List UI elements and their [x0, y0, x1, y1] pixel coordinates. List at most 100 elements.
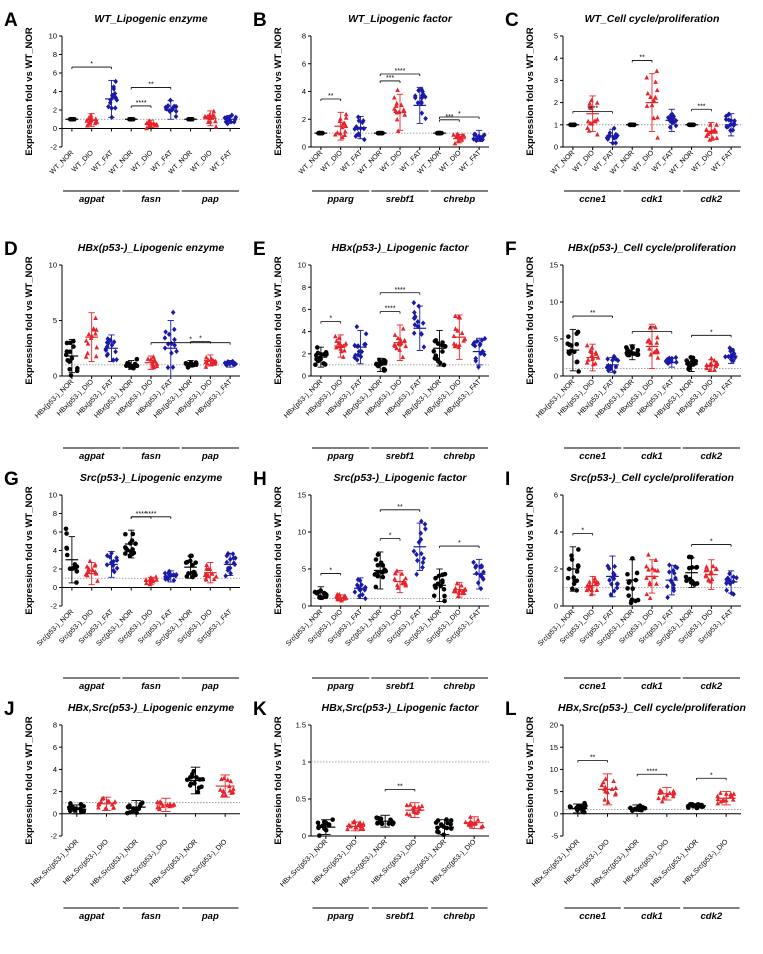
data-point [587, 579, 592, 584]
data-column-nor [184, 766, 205, 795]
data-column-dio [83, 312, 100, 363]
data-point [334, 344, 339, 350]
panel-label: B [253, 10, 267, 31]
y-tick-label: 20 [550, 721, 558, 730]
data-point [193, 362, 199, 368]
data-point [659, 798, 665, 804]
data-point [211, 576, 217, 582]
data-point [576, 547, 581, 552]
data-column-nor [124, 800, 146, 816]
data-point [64, 349, 70, 354]
data-point [473, 563, 479, 569]
data-point [111, 339, 117, 345]
data-point [423, 115, 428, 122]
data-point [342, 132, 348, 137]
data-point [625, 571, 630, 577]
data-point [113, 349, 118, 355]
data-point [332, 131, 338, 137]
data-point [651, 97, 657, 103]
data-point [359, 582, 364, 588]
data-point [402, 337, 407, 343]
x-tick-label: Src(p53-)_FAT [196, 608, 234, 646]
data-point [615, 357, 621, 364]
significance-bracket: *** [691, 103, 712, 112]
x-tick-label: Src(p53-)_FAT [78, 608, 116, 646]
data-column-fat [352, 324, 369, 365]
data-point [653, 324, 658, 330]
data-point [395, 585, 401, 590]
data-point [65, 358, 70, 363]
data-column-fat [162, 568, 179, 584]
data-point [684, 358, 689, 363]
data-point [710, 563, 716, 569]
data-point [191, 569, 197, 575]
y-tick-label: 0 [53, 124, 57, 133]
data-point [92, 569, 98, 574]
data-point [611, 588, 617, 594]
data-point [333, 333, 338, 339]
data-point [613, 140, 619, 146]
data-point [571, 575, 577, 580]
significance-bracket: ** [631, 54, 653, 63]
y-tick-label: 6 [53, 743, 57, 752]
data-point [174, 348, 179, 355]
data-column-fat [103, 334, 119, 363]
data-point [725, 124, 731, 130]
y-axis-title: Expression fold vs WT_NOR [24, 27, 35, 155]
data-point [475, 580, 481, 586]
data-point [420, 320, 426, 326]
data-point [403, 575, 408, 581]
data-point [688, 580, 694, 585]
data-point [709, 355, 714, 361]
data-point [225, 777, 231, 782]
data-point [83, 338, 89, 343]
data-point [707, 367, 713, 373]
significance-label: ** [397, 783, 403, 790]
data-point [670, 793, 676, 799]
data-point [566, 334, 571, 339]
data-point [112, 799, 118, 804]
data-point [203, 359, 209, 365]
data-point [652, 567, 658, 573]
y-tick-label: 0 [302, 832, 306, 841]
data-point [151, 364, 157, 370]
data-point [395, 87, 400, 92]
data-column-dio [202, 108, 219, 129]
data-point [317, 833, 322, 838]
data-point [574, 578, 580, 584]
data-point [168, 97, 173, 103]
y-tick-label: 0 [302, 143, 306, 152]
data-point [594, 587, 600, 592]
data-point [453, 588, 459, 594]
panel-title: WT_Cell cycle/proliferation [585, 13, 720, 25]
significance-bracket: ** [572, 310, 613, 319]
data-column-dio [703, 559, 719, 590]
data-point [195, 789, 201, 795]
data-point [354, 124, 359, 130]
data-point [693, 565, 699, 570]
data-point [114, 565, 120, 571]
data-point [474, 338, 480, 344]
panel-label: A [4, 10, 18, 31]
data-point [584, 360, 590, 365]
data-point [656, 795, 661, 801]
data-column-dio [704, 122, 720, 142]
data-point [463, 819, 468, 825]
data-point [614, 585, 620, 591]
y-tick-label: 8 [302, 32, 306, 41]
significance-bracket: **** [379, 306, 401, 314]
data-point [315, 820, 321, 826]
data-point [343, 111, 349, 117]
data-point [400, 326, 406, 331]
data-point [163, 576, 168, 582]
data-point [123, 531, 128, 537]
panel-l: L HBx,Src(p53-)_Cell cycle/proliferation E… [505, 699, 746, 922]
data-point [399, 571, 405, 576]
y-tick-label: 0 [53, 372, 57, 381]
data-point [346, 822, 352, 827]
panel-f: F HBx(p53-)_Cell cycle/proliferation Expre… [505, 239, 741, 462]
gene-label: agpat [79, 451, 105, 462]
data-point [83, 354, 89, 359]
data-point [647, 325, 653, 330]
data-point [574, 359, 580, 365]
